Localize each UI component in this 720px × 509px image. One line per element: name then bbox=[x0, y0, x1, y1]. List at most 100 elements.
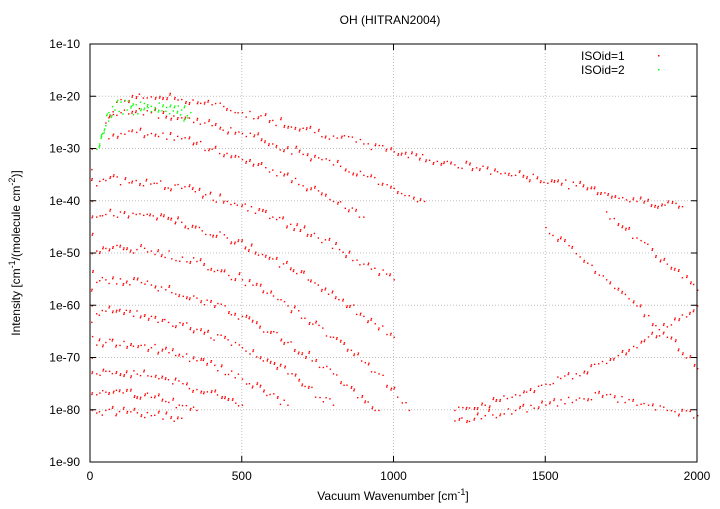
point-isoid-1 bbox=[245, 116, 247, 118]
point-isoid-1 bbox=[499, 413, 502, 415]
point-isoid-1 bbox=[168, 401, 170, 404]
point-isoid-1 bbox=[212, 234, 215, 237]
point-isoid-1 bbox=[678, 415, 680, 417]
point-isoid-1 bbox=[108, 115, 111, 118]
point-isoid-1 bbox=[268, 121, 271, 123]
point-isoid-1 bbox=[129, 311, 131, 313]
point-isoid-1 bbox=[315, 320, 318, 323]
point-isoid-1 bbox=[184, 226, 186, 229]
point-isoid-1 bbox=[541, 402, 543, 404]
point-isoid-1 bbox=[352, 174, 354, 176]
point-isoid-1 bbox=[96, 394, 98, 396]
point-isoid-1 bbox=[123, 109, 126, 111]
point-isoid-1 bbox=[286, 260, 288, 263]
point-isoid-1 bbox=[340, 382, 342, 385]
point-isoid-1 bbox=[234, 314, 236, 316]
point-isoid-1 bbox=[331, 290, 334, 292]
point-isoid-1 bbox=[185, 353, 188, 355]
point-isoid-1 bbox=[270, 330, 272, 333]
point-isoid-1 bbox=[313, 156, 316, 158]
point-isoid-1 bbox=[158, 393, 160, 395]
point-isoid-1 bbox=[320, 193, 323, 196]
point-isoid-1 bbox=[189, 260, 192, 263]
point-isoid-1 bbox=[241, 240, 243, 243]
point-isoid-1 bbox=[674, 340, 677, 343]
point-isoid-1 bbox=[386, 384, 388, 387]
point-isoid-1 bbox=[167, 187, 169, 189]
point-isoid-1 bbox=[353, 304, 355, 306]
point-isoid-1 bbox=[245, 316, 247, 318]
point-isoid-1 bbox=[119, 373, 122, 375]
point-isoid-1 bbox=[601, 360, 604, 363]
point-isoid-1 bbox=[253, 117, 255, 120]
point-isoid-1 bbox=[357, 396, 359, 399]
point-isoid-1 bbox=[647, 198, 650, 201]
point-isoid-1 bbox=[164, 256, 166, 259]
point-isoid-1 bbox=[139, 316, 142, 319]
point-isoid-1 bbox=[204, 101, 206, 104]
point-isoid-1 bbox=[196, 117, 199, 120]
point-isoid-1 bbox=[143, 371, 145, 373]
x-axis-label: Vacuum Wavenumber [cm-1] bbox=[317, 487, 468, 503]
point-isoid-2 bbox=[146, 105, 149, 107]
point-isoid-1 bbox=[221, 396, 223, 398]
point-isoid-1 bbox=[255, 322, 258, 325]
point-isoid-2 bbox=[118, 110, 120, 113]
point-isoid-1 bbox=[91, 288, 93, 291]
point-isoid-1 bbox=[119, 308, 121, 311]
point-isoid-1 bbox=[678, 413, 680, 415]
point-isoid-1 bbox=[633, 300, 635, 302]
point-isoid-1 bbox=[443, 161, 446, 163]
point-isoid-1 bbox=[161, 350, 163, 352]
point-isoid-1 bbox=[168, 286, 170, 288]
point-isoid-1 bbox=[245, 350, 247, 352]
point-isoid-1 bbox=[96, 185, 98, 187]
point-isoid-1 bbox=[253, 163, 255, 166]
point-isoid-1 bbox=[252, 350, 254, 353]
point-isoid-1 bbox=[143, 369, 146, 371]
point-isoid-1 bbox=[252, 284, 254, 286]
point-isoid-1 bbox=[529, 389, 532, 392]
point-isoid-1 bbox=[659, 261, 662, 263]
point-isoid-1 bbox=[164, 378, 167, 381]
point-isoid-1 bbox=[328, 159, 331, 162]
point-isoid-1 bbox=[397, 190, 399, 193]
point-isoid-1 bbox=[128, 100, 130, 102]
point-isoid-1 bbox=[227, 399, 229, 401]
point-isoid-1 bbox=[319, 396, 321, 399]
point-isoid-1 bbox=[374, 371, 376, 373]
point-isoid-1 bbox=[108, 408, 111, 411]
point-isoid-1 bbox=[359, 264, 361, 266]
point-isoid-1 bbox=[440, 162, 443, 165]
point-isoid-1 bbox=[220, 365, 223, 368]
point-isoid-1 bbox=[226, 200, 228, 203]
point-isoid-1 bbox=[207, 268, 209, 271]
point-isoid-1 bbox=[473, 417, 476, 420]
point-isoid-1 bbox=[298, 130, 301, 132]
point-isoid-1 bbox=[125, 390, 128, 392]
point-isoid-1 bbox=[112, 276, 114, 278]
point-isoid-1 bbox=[419, 198, 422, 200]
point-isoid-1 bbox=[234, 312, 237, 315]
point-isoid-1 bbox=[188, 185, 190, 188]
point-isoid-1 bbox=[115, 371, 118, 373]
point-isoid-1 bbox=[415, 153, 418, 155]
point-isoid-1 bbox=[161, 254, 163, 256]
point-isoid-1 bbox=[697, 305, 699, 307]
point-isoid-1 bbox=[130, 344, 132, 347]
point-isoid-1 bbox=[689, 410, 691, 413]
point-isoid-1 bbox=[352, 172, 355, 174]
point-isoid-1 bbox=[160, 286, 163, 288]
y-tick-label: 1e-20 bbox=[49, 89, 80, 103]
point-isoid-1 bbox=[170, 219, 172, 221]
point-isoid-1 bbox=[138, 93, 141, 95]
x-tick-label: 1000 bbox=[380, 469, 407, 483]
point-isoid-1 bbox=[278, 216, 281, 219]
point-isoid-1 bbox=[185, 102, 187, 104]
point-isoid-1 bbox=[172, 325, 174, 327]
point-isoid-1 bbox=[662, 333, 665, 335]
point-isoid-1 bbox=[237, 240, 239, 243]
point-isoid-1 bbox=[311, 386, 313, 389]
point-isoid-1 bbox=[139, 213, 141, 215]
point-isoid-1 bbox=[357, 353, 359, 356]
